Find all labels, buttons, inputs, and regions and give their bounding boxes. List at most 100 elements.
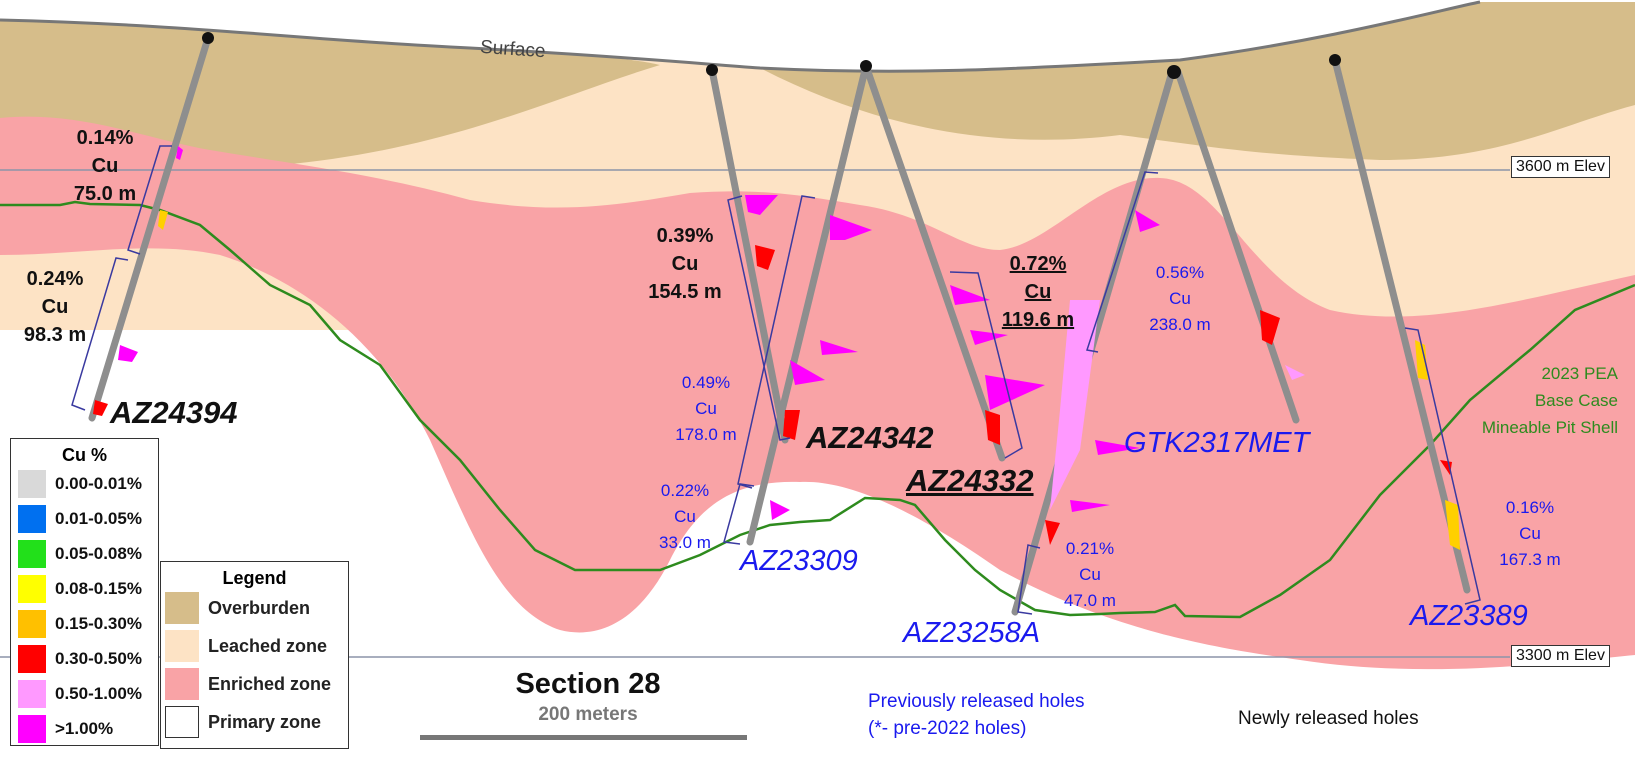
- previous-holes-note: Previously released holes (*- pre-2022 h…: [868, 688, 1085, 742]
- intercept-label: 0.14% Cu 75.0 m: [73, 127, 137, 205]
- hole-label-gtk2317met: GTK2317MET: [1124, 427, 1310, 459]
- cu-legend-item: 0.01-0.05%: [11, 501, 158, 536]
- cu-legend-label: 0.05-0.08%: [55, 543, 142, 563]
- assay-trace: [1445, 500, 1460, 550]
- cu-swatch: [18, 539, 46, 568]
- hole-label-az23389: AZ23389: [1410, 600, 1528, 632]
- cu-legend-label: 0.15-0.30%: [55, 613, 142, 633]
- hole-label-az24394: AZ24394: [110, 395, 238, 430]
- cu-legend-label: 0.30-0.50%: [55, 648, 142, 668]
- intercept-label: 0.22% Cu 33.0 m: [659, 481, 711, 552]
- cu-legend-label: >1.00%: [55, 718, 114, 738]
- assay-trace: [1050, 300, 1100, 510]
- cu-legend-label: 0.08-0.15%: [55, 578, 142, 598]
- cu-swatch: [18, 609, 46, 638]
- previous-holes-note-line: Previously released holes: [868, 691, 1085, 712]
- assay-trace: [1415, 340, 1428, 380]
- intercept-brackets: [71, 145, 1481, 615]
- assay-trace: [820, 340, 858, 355]
- zone-legend-label: Primary zone: [208, 711, 322, 732]
- assay-trace: [118, 345, 138, 362]
- bracket-0.16: [1404, 327, 1481, 605]
- hole-label-az24342: AZ24342: [806, 420, 934, 455]
- cu-legend-item: 0.30-0.50%: [11, 641, 158, 676]
- collar-az23309: [706, 64, 718, 76]
- cu-legend-label: 0.01-0.05%: [55, 508, 142, 528]
- cu-swatch: [18, 714, 46, 743]
- cu-legend-item: 0.08-0.15%: [11, 571, 158, 606]
- zone-legend-item: Leached zone: [161, 627, 348, 665]
- zone-legend-title: Legend: [222, 568, 287, 588]
- assay-trace: [790, 360, 825, 385]
- collars: [202, 32, 1341, 79]
- surface-label: Surface: [479, 36, 547, 63]
- assay-trace: [1070, 500, 1110, 512]
- assay-trace: [830, 215, 872, 240]
- assay-trace: [755, 245, 775, 270]
- drill-holes: [88, 34, 1471, 616]
- cu-swatch: [18, 644, 46, 673]
- cu-legend-item: 0.05-0.08%: [11, 536, 158, 571]
- drill-hole-az23389: [1331, 56, 1471, 594]
- assay-trace: [1045, 520, 1060, 545]
- pit-shell-line: [0, 200, 1635, 619]
- cu-swatch: [18, 469, 46, 498]
- assay-trace: [770, 500, 790, 520]
- intercept-label: 0.24% Cu 98.3 m: [23, 268, 87, 346]
- zone-swatch: [165, 630, 199, 662]
- previous-holes-note-line: (*- pre-2022 holes): [868, 718, 1027, 739]
- bracket-0.49: [737, 195, 816, 489]
- assay-trace: [1135, 210, 1160, 232]
- cu-swatch: [18, 679, 46, 708]
- bracket-0.22: [723, 483, 755, 545]
- cu-legend-item: 0.00-0.01%: [11, 466, 158, 501]
- cu-legend-item: >1.00%: [11, 711, 158, 746]
- surface-line: [0, 0, 1481, 73]
- elevation-label-3300: 3300 m Elev: [1511, 645, 1610, 667]
- drill-hole-az24394: [88, 34, 212, 422]
- zone-swatch: [165, 592, 199, 624]
- zone-legend: Legend Overburden Leached zone Enriched …: [160, 561, 349, 749]
- intercept-label: 0.21% Cu 47.0 m: [1064, 539, 1116, 610]
- assay-trace: [745, 195, 778, 215]
- collar-az24394: [202, 32, 214, 44]
- assay-trace: [950, 285, 990, 305]
- assay-trace: [93, 400, 108, 416]
- pit-shell-label-line: Base Case: [1534, 391, 1618, 410]
- cu-legend-item: 0.15-0.30%: [11, 606, 158, 641]
- assay-trace: [158, 210, 168, 230]
- hole-label-az24332: AZ24332: [906, 463, 1034, 498]
- cu-swatch: [18, 504, 46, 533]
- pit-shell-label-line: 2023 PEA: [1541, 364, 1618, 383]
- intercept-label: 0.72% Cu 119.6 m: [1001, 253, 1075, 331]
- intercept-label: 0.39% Cu 154.5 m: [648, 225, 722, 303]
- assay-trace: [783, 410, 800, 440]
- assay-histograms: [93, 146, 1460, 550]
- assay-trace: [176, 146, 183, 160]
- zone-swatch: [165, 706, 199, 738]
- collar-az23258a: [1167, 65, 1181, 79]
- section-title: Section 28: [515, 668, 661, 700]
- cu-legend-label: 0.00-0.01%: [55, 473, 142, 493]
- scale-bar: [420, 735, 747, 740]
- assay-trace: [1285, 365, 1305, 380]
- collar-az23389: [1329, 54, 1341, 66]
- assay-trace: [985, 375, 1045, 410]
- bracket-0.39: [727, 195, 791, 441]
- zone-legend-label: Leached zone: [208, 635, 328, 656]
- drill-hole-gtk2317met: [1174, 68, 1300, 424]
- drill-hole-az24342: [746, 62, 870, 546]
- scale-bar-label: 200 meters: [538, 704, 638, 725]
- hole-label-az23309: AZ23309: [740, 545, 858, 577]
- bracket-0.56: [1086, 171, 1159, 353]
- intercept-label: 0.56% Cu 238.0 m: [1149, 263, 1211, 334]
- overburden-zone: [0, 20, 660, 166]
- cu-legend-item: 0.50-1.00%: [11, 676, 158, 711]
- bracket-0.14: [127, 145, 172, 255]
- elevation-label-3600: 3600 m Elev: [1511, 156, 1610, 178]
- cu-legend-label: 0.50-1.00%: [55, 683, 142, 703]
- drill-hole-az24332: [862, 62, 1006, 462]
- intercept-label: 0.16% Cu 167.3 m: [1499, 498, 1561, 569]
- enriched-zone: [0, 116, 1635, 670]
- zone-legend-item: Primary zone: [161, 703, 348, 741]
